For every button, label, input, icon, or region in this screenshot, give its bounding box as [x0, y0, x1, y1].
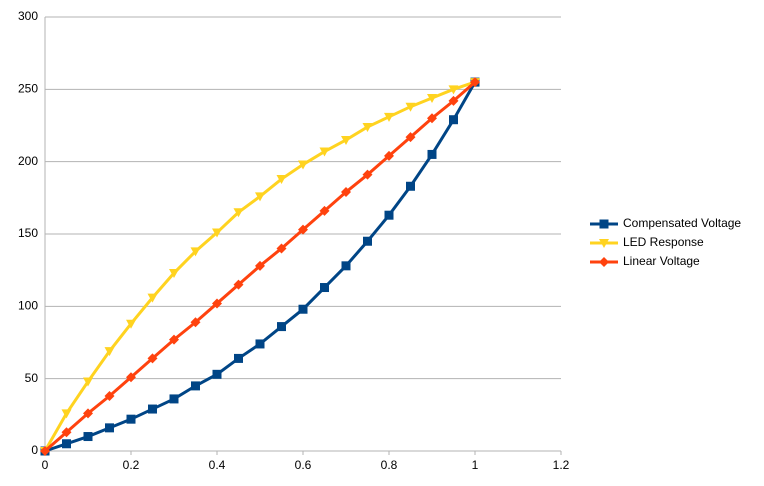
- data-point: [298, 304, 308, 314]
- data-point: [61, 427, 72, 438]
- data-point: [105, 423, 114, 433]
- data-point: [298, 224, 308, 235]
- y-tick-label: 50: [25, 371, 39, 385]
- data-point: [448, 85, 459, 95]
- data-point: [62, 439, 71, 449]
- data-point: [212, 369, 222, 379]
- data-point: [427, 149, 437, 159]
- data-point: [255, 260, 265, 271]
- data-point: [126, 414, 136, 424]
- data-point: [405, 102, 416, 112]
- legend-label: LED Response: [623, 235, 704, 249]
- data-point: [169, 394, 179, 404]
- x-tick-label: 0.8: [381, 458, 398, 472]
- y-tick-label: 0: [31, 443, 38, 457]
- legend-marker: [599, 239, 609, 248]
- data-point: [169, 334, 179, 345]
- data-point: [212, 228, 222, 238]
- legend-label: Linear Voltage: [623, 254, 700, 268]
- data-point: [83, 432, 93, 442]
- data-point: [384, 210, 394, 220]
- data-point: [341, 261, 351, 271]
- x-tick-label: 0.4: [209, 458, 226, 472]
- data-point: [470, 77, 480, 88]
- data-point: [427, 113, 437, 124]
- data-point: [448, 95, 459, 106]
- data-point: [384, 112, 394, 122]
- y-tick-label: 200: [18, 154, 38, 168]
- data-point: [277, 322, 286, 332]
- data-point: [169, 269, 179, 279]
- data-point: [320, 283, 329, 293]
- data-point: [104, 347, 115, 357]
- data-point: [384, 150, 394, 161]
- data-point: [341, 187, 351, 198]
- data-point: [126, 319, 136, 329]
- data-point: [147, 293, 158, 303]
- data-point: [233, 279, 244, 290]
- data-point: [427, 94, 437, 104]
- data-point: [276, 243, 287, 254]
- data-point: [190, 247, 201, 257]
- x-tick-label: 0: [42, 458, 49, 472]
- data-point: [233, 208, 244, 218]
- data-point: [319, 205, 330, 216]
- data-point: [40, 446, 50, 456]
- data-point: [191, 381, 200, 391]
- x-tick-label: 0.2: [123, 458, 140, 472]
- data-point: [190, 317, 201, 328]
- data-point: [341, 135, 351, 145]
- y-tick-label: 250: [18, 82, 38, 96]
- data-point: [83, 408, 93, 419]
- data-point: [363, 236, 372, 246]
- data-point: [234, 353, 243, 363]
- x-tick-label: 0.6: [295, 458, 312, 472]
- data-point: [276, 175, 287, 185]
- data-point: [61, 409, 72, 419]
- y-tick-label: 150: [18, 226, 38, 240]
- data-point: [298, 160, 308, 170]
- data-point: [255, 339, 265, 349]
- data-point: [405, 132, 416, 143]
- data-point: [362, 122, 373, 132]
- x-tick-label: 1: [472, 458, 479, 472]
- data-point: [406, 181, 415, 191]
- legend-marker: [599, 219, 609, 229]
- data-point: [212, 298, 222, 309]
- data-point: [255, 192, 265, 202]
- data-point: [362, 169, 373, 180]
- data-point: [104, 391, 115, 402]
- legend-marker: [599, 257, 609, 267]
- data-point: [148, 404, 157, 414]
- data-point: [83, 377, 93, 387]
- data-point: [449, 115, 458, 125]
- data-point: [126, 372, 136, 383]
- y-tick-label: 100: [18, 299, 38, 313]
- y-tick-label: 300: [18, 9, 38, 23]
- data-point: [147, 353, 158, 364]
- x-tick-label: 1.2: [553, 458, 570, 472]
- legend-label: Compensated Voltage: [623, 216, 741, 230]
- data-point: [319, 147, 330, 157]
